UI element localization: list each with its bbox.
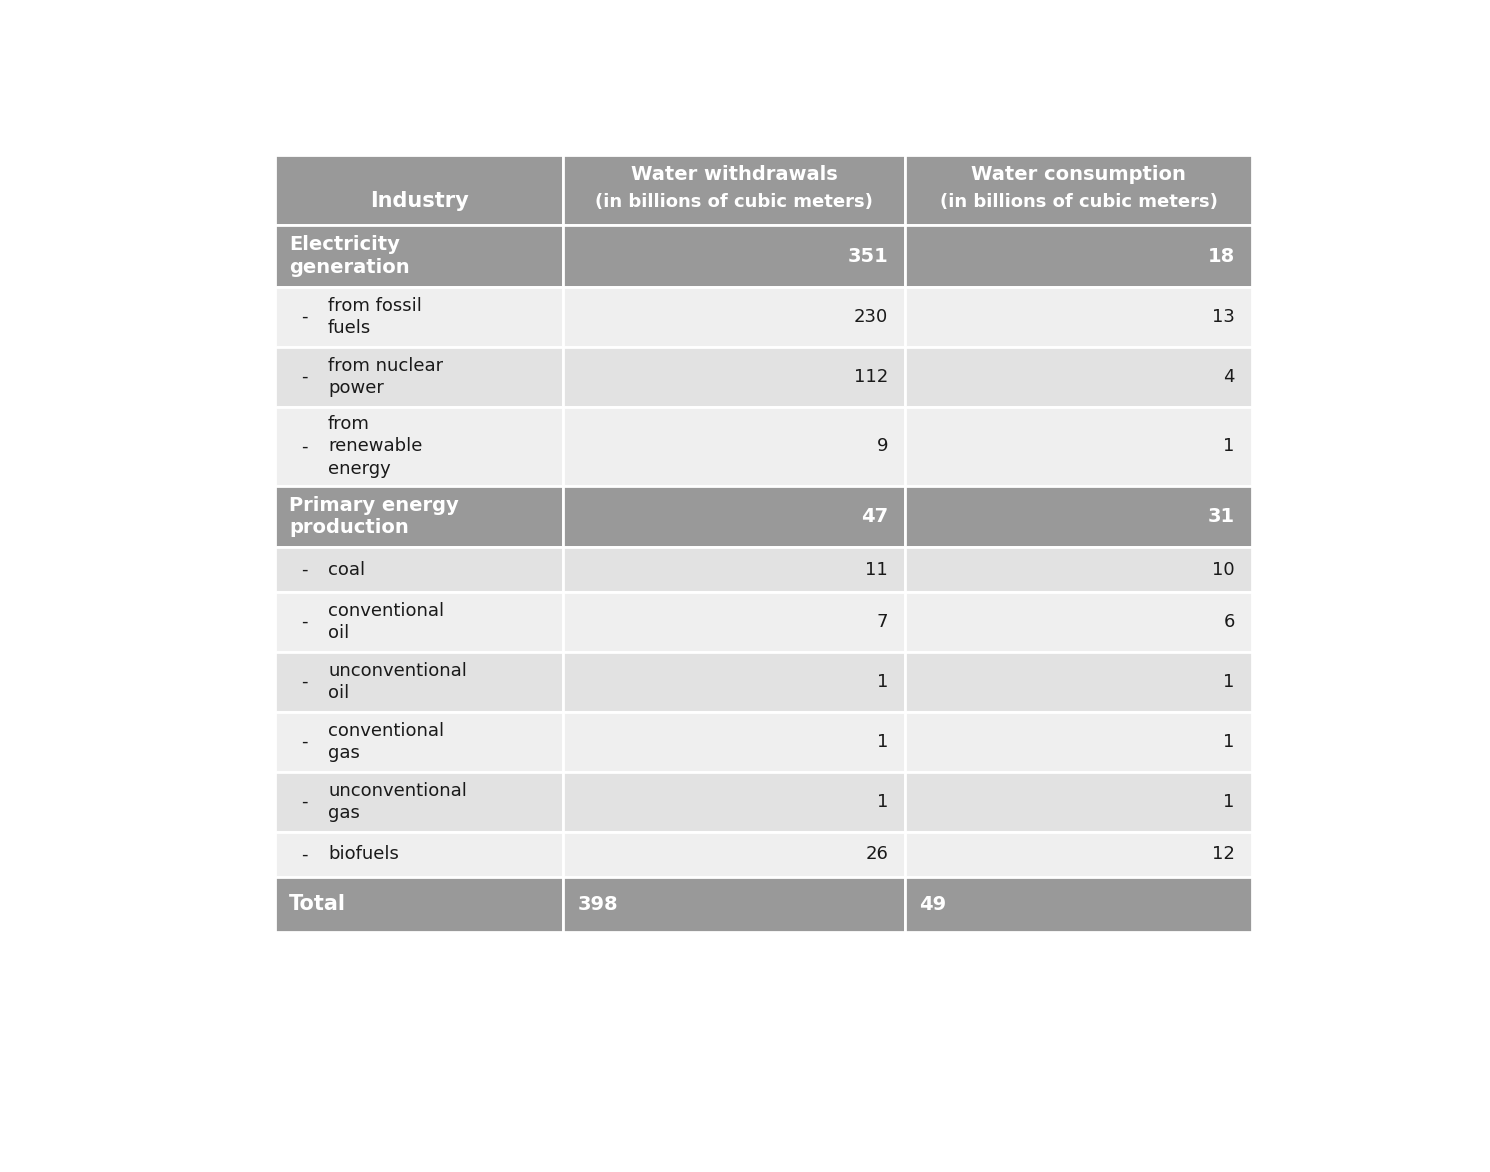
Bar [906,547,1252,592]
Text: 1: 1 [876,673,888,691]
Text: unconventional
oil: unconventional oil [328,662,466,702]
Text: 112: 112 [854,368,888,386]
Text: 13: 13 [1211,308,1235,326]
Text: 9: 9 [876,437,888,456]
Text: from
renewable
energy: from renewable energy [328,415,423,477]
Text: 398: 398 [578,895,618,914]
Bar [563,711,906,772]
Text: 47: 47 [861,507,888,526]
Bar [563,407,906,485]
Bar [563,547,906,592]
Text: -: - [301,560,308,579]
Bar [906,711,1252,772]
Bar [563,225,906,287]
Bar [276,772,563,832]
Text: -: - [301,613,308,631]
Text: 6: 6 [1223,613,1235,631]
Text: 12: 12 [1211,845,1235,864]
Bar [563,652,906,711]
Bar [276,485,563,547]
Text: 351: 351 [848,246,888,266]
Text: Electricity
generation: Electricity generation [289,236,410,277]
Text: 18: 18 [1207,246,1235,266]
Bar [906,652,1252,711]
Text: (in billions of cubic meters): (in billions of cubic meters) [940,193,1217,211]
Text: 49: 49 [919,895,946,914]
Bar [563,347,906,407]
Bar [563,485,906,547]
Bar [906,772,1252,832]
Bar [906,592,1252,652]
Bar [906,155,1252,225]
Bar [563,155,906,225]
Bar [276,225,563,287]
Bar [906,225,1252,287]
Bar [276,592,563,652]
Bar [276,155,563,225]
Bar [276,652,563,711]
Text: 26: 26 [866,845,888,864]
Bar [563,877,906,932]
Text: -: - [301,673,308,691]
Text: Primary energy
production: Primary energy production [289,496,459,537]
Text: 1: 1 [1223,793,1235,811]
Bar [906,347,1252,407]
Text: from fossil
fuels: from fossil fuels [328,297,422,338]
Text: 11: 11 [866,560,888,579]
Text: 1: 1 [876,732,888,751]
Text: 1: 1 [1223,732,1235,751]
Text: coal: coal [328,560,365,579]
Text: -: - [301,368,308,386]
Text: 1: 1 [1223,437,1235,456]
Bar [276,547,563,592]
Text: 1: 1 [876,793,888,811]
Text: 4: 4 [1223,368,1235,386]
Text: from nuclear
power: from nuclear power [328,357,443,397]
Bar [563,832,906,877]
Bar [906,287,1252,347]
Text: -: - [301,845,308,864]
Text: 10: 10 [1213,560,1235,579]
Text: Water consumption: Water consumption [971,165,1186,184]
Text: conventional
oil: conventional oil [328,601,444,642]
Bar [276,877,563,932]
Text: 230: 230 [854,308,888,326]
Text: Total: Total [289,894,346,914]
Bar [276,347,563,407]
Text: unconventional
gas: unconventional gas [328,782,466,823]
Bar [906,877,1252,932]
Text: Industry: Industry [370,191,469,211]
Bar [563,287,906,347]
Bar [906,832,1252,877]
Bar [563,772,906,832]
Text: -: - [301,308,308,326]
Text: 1: 1 [1223,673,1235,691]
Text: 7: 7 [876,613,888,631]
Text: conventional
gas: conventional gas [328,722,444,762]
Bar [906,485,1252,547]
Text: (in billions of cubic meters): (in billions of cubic meters) [596,193,873,211]
Text: -: - [301,732,308,751]
Bar [276,407,563,485]
Text: biofuels: biofuels [328,845,399,864]
Bar [276,832,563,877]
Bar [906,407,1252,485]
Text: Water withdrawals: Water withdrawals [630,165,837,184]
Bar [276,711,563,772]
Bar [276,287,563,347]
Text: -: - [301,437,308,456]
Text: 31: 31 [1208,507,1235,526]
Text: -: - [301,793,308,811]
Bar [563,592,906,652]
